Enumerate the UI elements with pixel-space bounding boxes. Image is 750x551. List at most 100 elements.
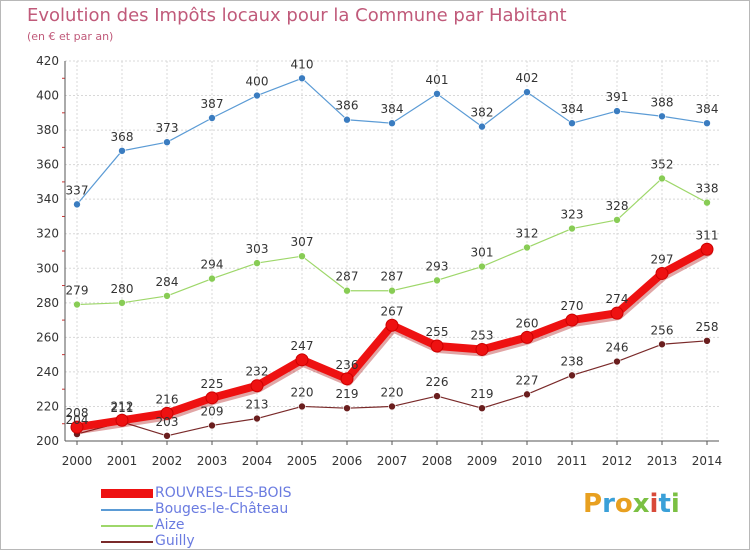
- data-point: [613, 357, 621, 366]
- data-label: 293: [426, 259, 449, 273]
- data-point: [298, 74, 306, 83]
- data-point: [655, 266, 669, 280]
- y-tick-label: 320: [36, 227, 59, 241]
- data-point: [73, 300, 81, 309]
- logo-letter: i: [649, 489, 659, 519]
- x-tick-label: 2006: [332, 454, 363, 468]
- x-tick-label: 2009: [467, 454, 498, 468]
- data-label: 391: [606, 90, 629, 104]
- data-label: 312: [516, 227, 539, 241]
- data-point: [298, 252, 306, 260]
- data-label: 382: [471, 106, 494, 120]
- data-label: 387: [201, 97, 224, 111]
- data-point: [478, 262, 486, 271]
- logo-letter: t: [658, 489, 671, 519]
- data-label: 410: [291, 57, 314, 71]
- data-point: [115, 413, 129, 427]
- data-point: [430, 339, 444, 353]
- logo-letter: x: [632, 489, 650, 519]
- data-label: 338: [696, 182, 719, 196]
- y-tick-label: 260: [36, 330, 59, 344]
- data-label: 258: [696, 320, 719, 334]
- series-2: [73, 174, 711, 309]
- data-point: [295, 353, 309, 367]
- x-tick-label: 2000: [62, 454, 93, 468]
- legend-label: Guilly: [155, 533, 195, 549]
- data-point: [388, 119, 396, 127]
- data-point: [433, 392, 441, 400]
- data-point: [568, 119, 576, 127]
- logo-letter: P: [583, 489, 603, 519]
- legend-swatch: [101, 489, 153, 498]
- data-label: 208: [66, 406, 89, 420]
- series-1: [73, 74, 711, 209]
- x-tick-label: 2010: [512, 454, 543, 468]
- data-label: 267: [381, 304, 404, 318]
- x-tick-label: 2004: [242, 454, 273, 468]
- data-point: [208, 274, 216, 283]
- data-point: [523, 243, 531, 252]
- data-point: [208, 114, 216, 122]
- data-point: [568, 371, 576, 380]
- data-label: 225: [201, 377, 224, 391]
- y-tick-label: 220: [36, 399, 59, 413]
- data-point: [658, 340, 666, 349]
- data-point: [703, 119, 711, 127]
- data-label: 220: [291, 385, 314, 399]
- data-label: 284: [156, 275, 179, 289]
- data-point: [610, 306, 624, 320]
- data-point: [478, 122, 486, 131]
- data-point: [163, 432, 171, 440]
- data-label: 226: [426, 375, 449, 389]
- data-point: [658, 174, 666, 183]
- data-point: [160, 406, 174, 420]
- data-label: 219: [471, 387, 494, 401]
- chart-subtitle: (en € et par an): [27, 30, 114, 43]
- y-tick-label: 380: [36, 123, 59, 137]
- data-label: 203: [156, 415, 179, 429]
- grid-lines: [65, 60, 719, 442]
- data-point: [253, 259, 261, 267]
- data-point: [523, 390, 531, 399]
- data-label: 213: [246, 398, 269, 412]
- x-tick-label: 2013: [647, 454, 678, 468]
- legend-swatch: [101, 525, 153, 527]
- data-label: 220: [381, 385, 404, 399]
- data-label: 216: [156, 392, 179, 406]
- data-point: [523, 88, 531, 96]
- x-tick-label: 2005: [287, 454, 318, 468]
- data-point: [343, 115, 351, 124]
- data-label: 373: [156, 121, 179, 135]
- data-label: 238: [561, 354, 584, 368]
- data-point: [385, 318, 399, 332]
- data-label: 246: [606, 341, 629, 355]
- data-point: [343, 286, 351, 295]
- data-point: [340, 372, 354, 386]
- data-point: [433, 90, 441, 98]
- data-label: 384: [561, 102, 584, 116]
- series-3: [73, 337, 711, 440]
- data-label: 352: [651, 157, 674, 171]
- data-point: [520, 330, 534, 344]
- data-label: 211: [111, 401, 134, 415]
- data-label: 294: [201, 258, 224, 272]
- data-label: 386: [336, 99, 359, 113]
- data-label: 301: [471, 246, 494, 260]
- data-point: [475, 342, 489, 356]
- legend-swatch: [101, 541, 153, 543]
- data-label: 328: [606, 199, 629, 213]
- data-label: 232: [246, 365, 269, 379]
- x-tick-label: 2002: [152, 454, 183, 468]
- x-tick-label: 2014: [692, 454, 723, 468]
- data-label: 256: [651, 323, 674, 337]
- data-point: [343, 404, 351, 412]
- data-point: [568, 224, 576, 233]
- data-point: [163, 138, 171, 146]
- data-label: 270: [561, 299, 584, 313]
- x-tick-label: 2003: [197, 454, 228, 468]
- data-label: 227: [516, 373, 539, 387]
- data-point: [163, 292, 171, 300]
- data-point: [388, 402, 396, 411]
